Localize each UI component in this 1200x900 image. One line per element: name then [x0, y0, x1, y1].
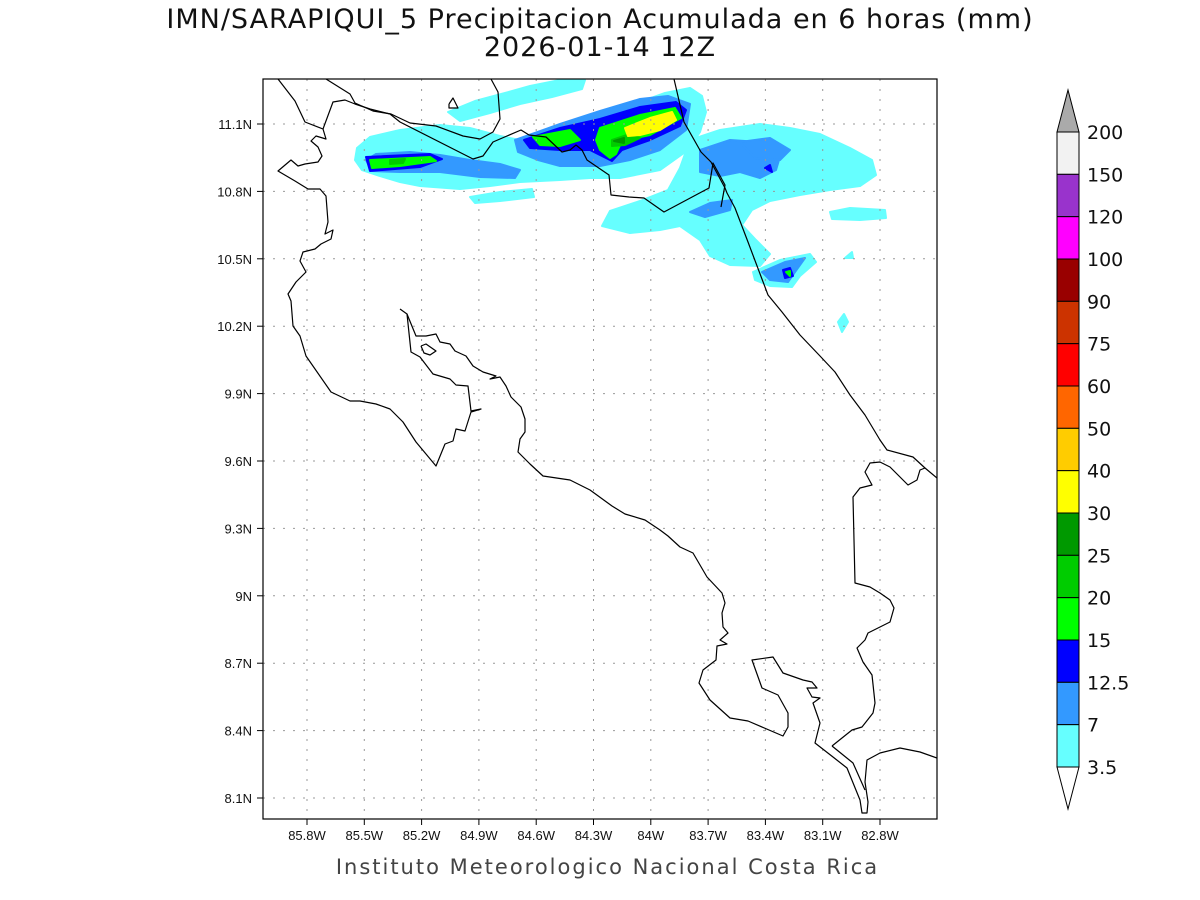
- lat-tick-label: 10.5N: [217, 252, 252, 267]
- colorbar-label: 150: [1087, 164, 1123, 186]
- precip-area-3.5-7: [829, 207, 887, 221]
- precip-area-3.5-7: [447, 79, 586, 122]
- colorbar-label: 20: [1087, 588, 1111, 610]
- colorbar-swatch: [1056, 173, 1080, 218]
- colorbar-swatch: [1056, 597, 1080, 641]
- lon-tick-label: 83.7W: [689, 828, 727, 843]
- colorbar-under-triangle: [1056, 766, 1080, 811]
- colorbar-label: 15: [1087, 630, 1111, 652]
- coastline: [831, 461, 937, 747]
- lat-tick-label: 10.2N: [217, 319, 252, 334]
- colorbar-label: 200: [1087, 122, 1123, 144]
- colorbar-swatch: [1056, 385, 1080, 429]
- map-frame: [262, 78, 938, 820]
- lon-tick-label: 84.3W: [575, 828, 613, 843]
- lon-tick-label: 85.2W: [403, 828, 441, 843]
- colorbar-label: 25: [1087, 545, 1111, 567]
- precip-area-15-20: [785, 270, 791, 277]
- precipitation-layer: [354, 79, 887, 333]
- colorbar-swatch: [1056, 470, 1080, 514]
- coastline: [420, 343, 437, 356]
- map-date: 2026-01-14 12Z: [483, 32, 717, 63]
- colorbar-legend: 200 150 120 100 90 75 60 50 40 30 25 20 15 12.5 7 3.5: [1056, 88, 1129, 811]
- lon-tick-label: 84.9W: [460, 828, 498, 843]
- lat-tick-label: 9.3N: [225, 521, 252, 536]
- colorbar-label: 7: [1087, 715, 1099, 737]
- coastline: [448, 97, 459, 109]
- colorbar-swatch: [1056, 131, 1080, 175]
- lon-tick-label: 85.5W: [346, 828, 384, 843]
- lat-tick-label: 8.7N: [225, 656, 252, 671]
- colorbar-swatch: [1056, 724, 1080, 768]
- colorbar-over-triangle: [1056, 88, 1080, 133]
- coastline: [673, 79, 926, 469]
- colorbar-swatch: [1056, 554, 1080, 599]
- colorbar-label: 60: [1087, 376, 1111, 398]
- colorbar-swatch: [1056, 216, 1080, 260]
- precip-area-30-40: [624, 111, 677, 137]
- map-title: IMN/SARAPIQUI_5 Precipitacion Acumulada …: [166, 4, 1034, 35]
- precip-area-12.5-15: [764, 164, 773, 173]
- colorbar-label: 30: [1087, 503, 1111, 525]
- precip-area-20-25: [389, 158, 406, 165]
- colorbar-label: 40: [1087, 461, 1111, 483]
- lat-tick-label: 10.8N: [217, 184, 252, 199]
- precip-area-3.5-7: [469, 188, 535, 204]
- precip-area-15-20: [532, 129, 581, 147]
- colorbar-label: 90: [1087, 291, 1111, 313]
- lat-tick-label: 11.1N: [218, 117, 252, 132]
- coastlines: [277, 79, 937, 814]
- lon-tick-label: 85.8W: [288, 828, 326, 843]
- lat-tick-label: 8.1N: [225, 791, 252, 806]
- lon-tick-label: 84.6W: [517, 828, 555, 843]
- precip-area-3.5-7: [844, 251, 854, 259]
- colorbar-swatch: [1056, 512, 1080, 556]
- colorbar-label: 3.5: [1087, 757, 1117, 779]
- coastline: [322, 99, 726, 213]
- latitude-labels: 11.1N 10.8N 10.5N 10.2N 9.9N 9.6N 9.3N 9N 8.7N 8.…: [217, 117, 252, 806]
- lon-tick-label: 83.4W: [747, 828, 785, 843]
- precip-area-3.5-7: [837, 313, 849, 333]
- lat-tick-label: 9.9N: [225, 387, 252, 402]
- lat-tick-label: 8.4N: [225, 724, 252, 739]
- precip-area-3.5-7: [601, 123, 877, 267]
- colorbar-swatch: [1056, 258, 1080, 302]
- colorbar-label: 120: [1087, 207, 1123, 229]
- colorbar-swatch: [1056, 427, 1080, 472]
- lat-tick-label: 9.6N: [225, 454, 252, 469]
- coastline: [406, 313, 937, 814]
- lon-tick-label: 82.8W: [861, 828, 899, 843]
- lon-tick-label: 83.1W: [804, 828, 842, 843]
- coastline: [325, 79, 501, 140]
- colorbar-label: 100: [1087, 249, 1123, 271]
- colorbar-swatch: [1056, 300, 1080, 345]
- footer-credit: Instituto Meteorologico Nacional Costa R…: [335, 855, 880, 879]
- lon-tick-label: 84W: [637, 828, 664, 843]
- colorbar-swatch: [1056, 639, 1080, 683]
- colorbar-swatch: [1056, 343, 1080, 387]
- colorbar-label: 50: [1087, 418, 1111, 440]
- coastline: [277, 79, 482, 467]
- colorbar-label: 75: [1087, 334, 1111, 356]
- coastline: [831, 745, 866, 791]
- precip-area-25-30: [613, 137, 625, 144]
- lat-tick-label: 9N: [235, 589, 252, 604]
- colorbar-label: 12.5: [1087, 672, 1129, 694]
- longitude-labels: 85.8W 85.5W 85.2W 84.9W 84.6W 84.3W 84W 83.7W 83…: [288, 828, 899, 843]
- grid-lines: [257, 79, 937, 825]
- colorbar-swatch: [1056, 681, 1080, 726]
